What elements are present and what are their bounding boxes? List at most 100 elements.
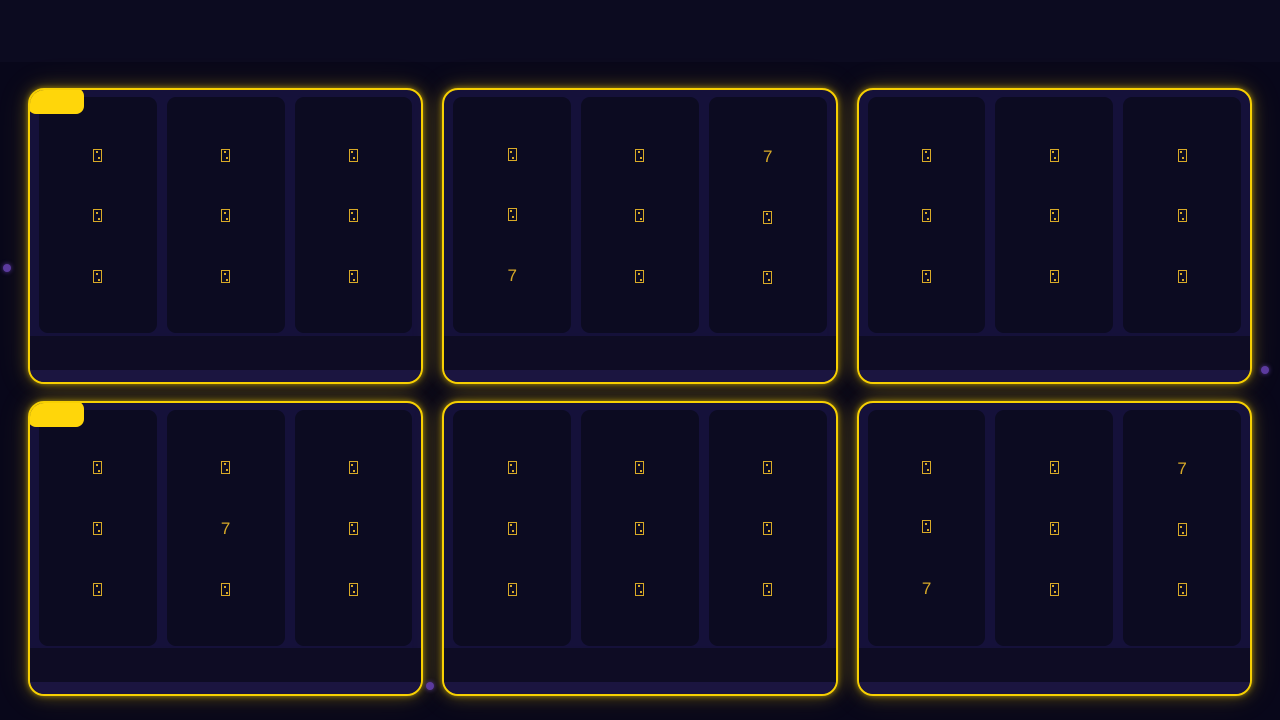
panel-6-column-1[interactable]: 7 xyxy=(867,409,986,646)
cell[interactable]: 7 xyxy=(507,266,517,286)
panel-4-footer-base xyxy=(30,682,422,694)
panel-4-column-2[interactable]: 7 xyxy=(166,409,285,646)
cell[interactable] xyxy=(1049,270,1059,284)
panel-1-column-2[interactable] xyxy=(166,97,285,333)
cell[interactable] xyxy=(763,210,773,224)
cell[interactable] xyxy=(1177,583,1187,597)
cell[interactable] xyxy=(635,461,645,475)
cell[interactable] xyxy=(221,209,231,223)
cell[interactable]: 7 xyxy=(1177,459,1187,479)
panel-5-column-3[interactable] xyxy=(708,409,827,646)
cell[interactable] xyxy=(1049,582,1059,596)
cell[interactable]: 7 xyxy=(921,578,932,598)
cell[interactable] xyxy=(507,148,517,162)
cell[interactable] xyxy=(348,270,358,284)
cell[interactable] xyxy=(763,582,773,596)
cell[interactable] xyxy=(1177,523,1187,537)
panel-5[interactable] xyxy=(442,400,838,696)
cell[interactable] xyxy=(348,582,358,596)
cell[interactable] xyxy=(221,148,231,162)
cell[interactable] xyxy=(348,521,358,535)
panel-5-column-2[interactable] xyxy=(581,409,699,646)
panel-5-footer xyxy=(444,648,836,682)
cell[interactable] xyxy=(635,148,645,162)
cell[interactable] xyxy=(763,270,773,284)
panel-2-footer xyxy=(444,335,836,370)
cell[interactable] xyxy=(93,148,103,162)
cell[interactable] xyxy=(922,270,932,284)
panel-4-columns: 7 xyxy=(39,409,413,646)
panel-3-column-1[interactable] xyxy=(867,97,986,333)
top-strip xyxy=(0,0,1280,62)
panel-6-column-3[interactable]: 7 xyxy=(1123,409,1241,646)
panel-3[interactable] xyxy=(856,88,1252,384)
cell[interactable] xyxy=(1177,148,1187,162)
dot-right xyxy=(1261,366,1269,374)
cell[interactable] xyxy=(635,270,645,284)
cell[interactable] xyxy=(93,461,103,475)
cell[interactable] xyxy=(922,520,932,534)
cell[interactable] xyxy=(221,270,231,284)
panel-5-columns xyxy=(453,409,827,646)
panel-2-column-2[interactable] xyxy=(581,97,699,333)
cell[interactable] xyxy=(348,209,358,223)
cell[interactable] xyxy=(93,209,103,223)
cell[interactable] xyxy=(507,207,517,221)
cell[interactable] xyxy=(221,583,231,597)
panel-4-column-1[interactable] xyxy=(39,409,157,646)
panel-2-column-1[interactable]: 7 xyxy=(453,97,572,333)
cell[interactable] xyxy=(507,461,517,475)
panel-1-column-3[interactable] xyxy=(294,97,413,333)
cell[interactable] xyxy=(1049,209,1059,223)
dot-bottom xyxy=(426,682,434,690)
panel-6-footer xyxy=(858,648,1250,682)
cell[interactable] xyxy=(1049,461,1059,475)
panel-6-column-2[interactable] xyxy=(995,409,1114,646)
panel-1-footer xyxy=(30,335,422,370)
cell[interactable] xyxy=(922,460,932,474)
panel-1-columns xyxy=(39,97,413,333)
panel-3-column-2[interactable] xyxy=(995,97,1114,333)
cell[interactable] xyxy=(763,521,773,535)
panel-5-footer-base xyxy=(444,682,836,694)
panel-6-footer-base xyxy=(858,682,1250,694)
cell[interactable] xyxy=(1049,148,1059,162)
panel-2-column-3[interactable]: 7 xyxy=(708,97,827,333)
cell[interactable] xyxy=(221,460,231,474)
panel-3-column-3[interactable] xyxy=(1123,97,1241,333)
cell[interactable] xyxy=(922,209,932,223)
panel-4-badge[interactable] xyxy=(30,402,84,427)
cell[interactable] xyxy=(1177,209,1187,223)
panel-1-badge[interactable] xyxy=(30,89,84,114)
panel-1[interactable] xyxy=(28,88,424,384)
panel-4-footer xyxy=(30,648,422,682)
cell[interactable]: 7 xyxy=(763,146,773,166)
cell[interactable] xyxy=(635,521,645,535)
panel-4[interactable]: 7 xyxy=(28,400,424,696)
cell[interactable] xyxy=(635,209,645,223)
panel-1-column-1[interactable] xyxy=(39,97,157,333)
cell[interactable]: 7 xyxy=(220,518,231,538)
panel-4-column-3[interactable] xyxy=(294,409,413,646)
panel-1-footer-base xyxy=(30,369,422,382)
cell[interactable] xyxy=(922,148,932,162)
cell[interactable] xyxy=(635,582,645,596)
panel-3-footer xyxy=(858,335,1250,370)
cell[interactable] xyxy=(348,148,358,162)
cell[interactable] xyxy=(1049,521,1059,535)
cell[interactable] xyxy=(93,270,103,284)
cell[interactable] xyxy=(93,582,103,596)
panel-2-footer-base xyxy=(444,369,836,382)
cell[interactable] xyxy=(348,461,358,475)
cell[interactable] xyxy=(1177,270,1187,284)
panel-5-column-1[interactable] xyxy=(453,409,572,646)
cell[interactable] xyxy=(763,461,773,475)
cell[interactable] xyxy=(507,582,517,596)
cell[interactable] xyxy=(93,521,103,535)
cell[interactable] xyxy=(507,521,517,535)
